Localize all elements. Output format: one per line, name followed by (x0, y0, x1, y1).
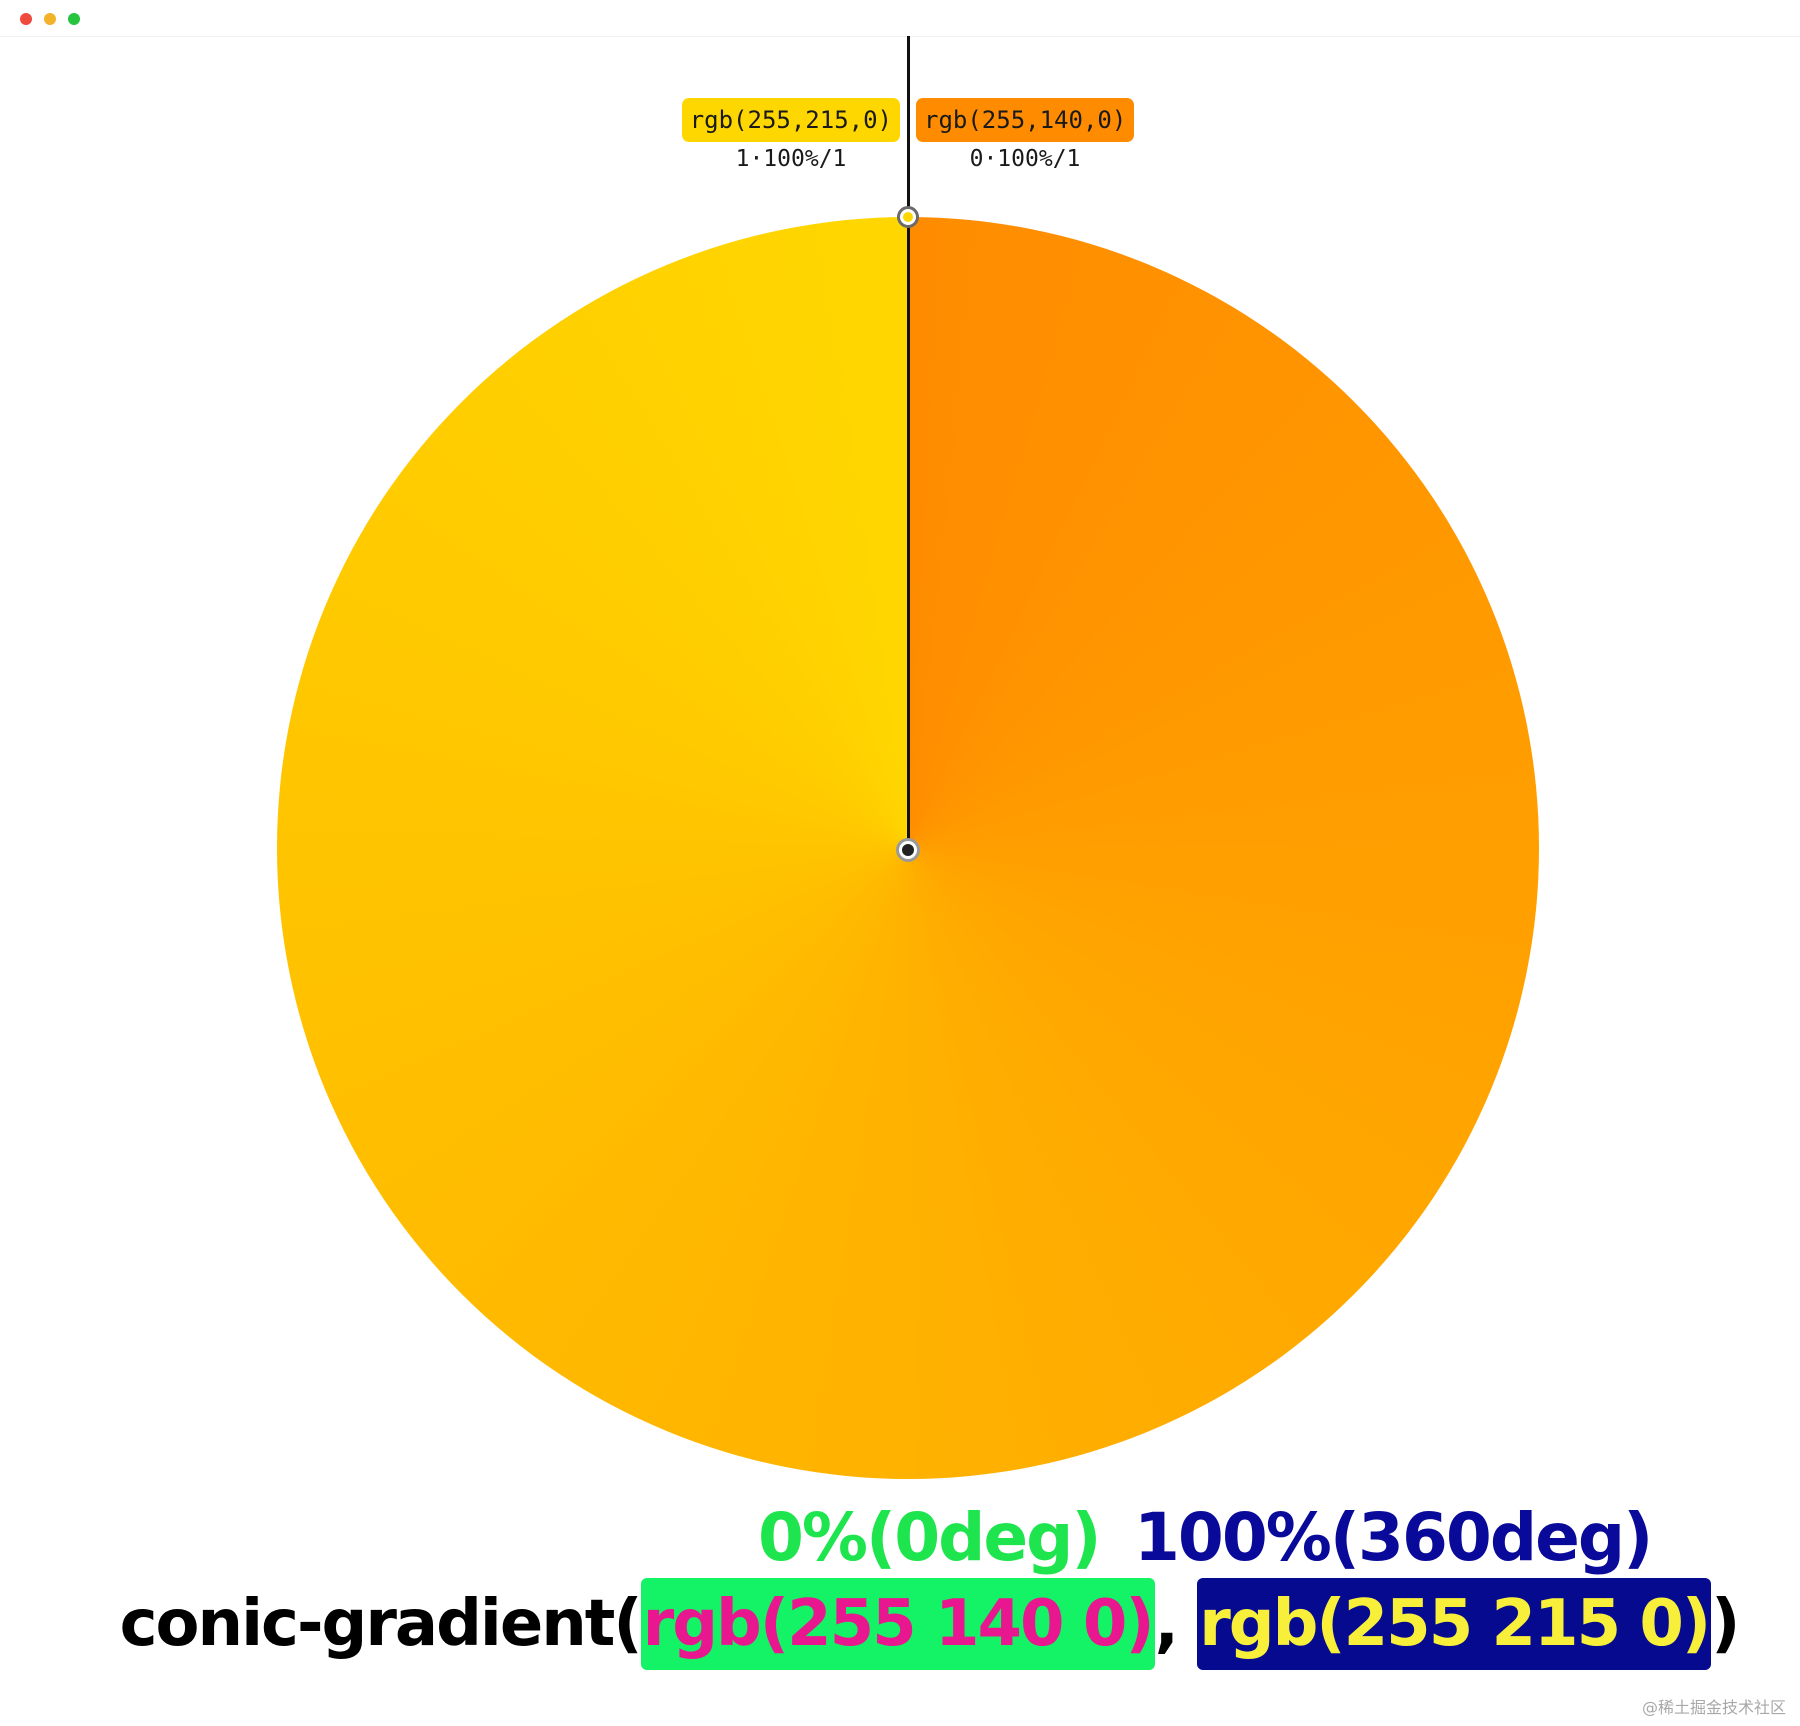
gradient-angle-line (907, 36, 910, 850)
zoom-window-button[interactable] (68, 13, 80, 25)
css-code: conic-gradient(rgb(255 140 0), rgb(255 2… (119, 1576, 1740, 1672)
stop-position-start: 0·100%/1 (969, 146, 1081, 172)
caption-end-position: 100%(360deg) (1134, 1499, 1653, 1576)
code-separator: , (1154, 1587, 1198, 1661)
code-color-1: rgb(255 140 0) (640, 1578, 1155, 1670)
code-color-2: rgb(255 215 0) (1197, 1578, 1712, 1670)
caption-start-position: 0%(0deg) (758, 1499, 1102, 1576)
center-handle-dot (902, 844, 914, 856)
minimize-window-button[interactable] (44, 13, 56, 25)
stop-label-end-color[interactable]: rgb(255,215,0) (681, 98, 900, 142)
code-function-name: conic-gradient( (119, 1587, 643, 1661)
close-window-button[interactable] (20, 13, 32, 25)
stop-position-end: 1·100%/1 (735, 146, 847, 172)
gradient-stop-handle[interactable] (897, 206, 919, 228)
css-code-line: conic-gradient(rgb(255 140 0), rgb(255 2… (0, 1576, 1800, 1672)
stop-label-start-color[interactable]: rgb(255,140,0) (916, 98, 1135, 142)
title-bar (0, 0, 1800, 37)
stop-handle-swatch (903, 212, 913, 222)
gradient-center-handle[interactable] (896, 838, 920, 862)
watermark: @稀土掘金技术社区 (1641, 1698, 1786, 1717)
code-close-paren: ) (1711, 1587, 1740, 1661)
